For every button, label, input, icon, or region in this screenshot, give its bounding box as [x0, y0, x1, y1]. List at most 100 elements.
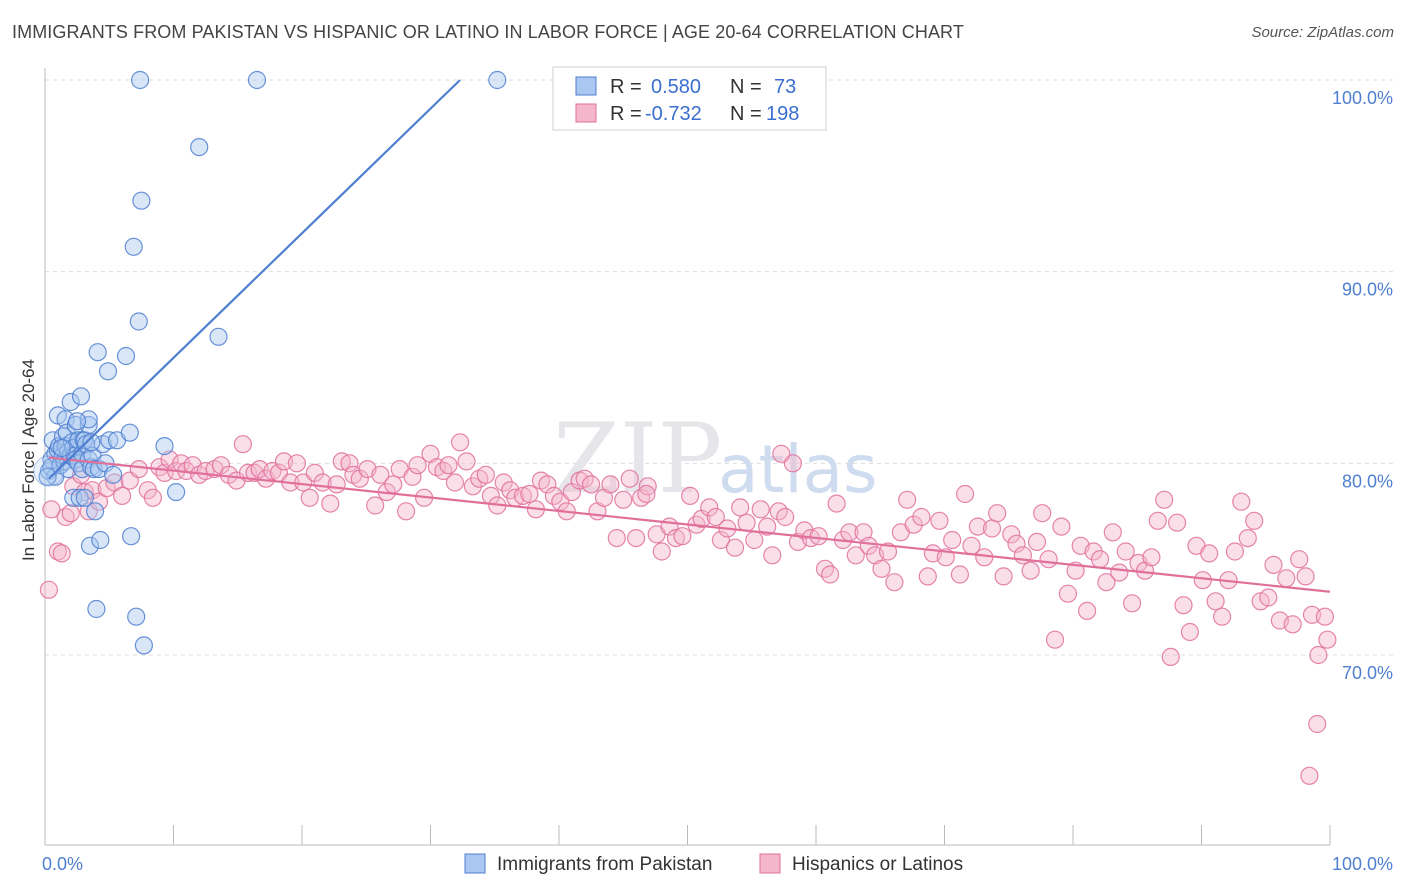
pakistan-point-55 — [120, 423, 139, 442]
hispanic-point-161 — [1058, 584, 1078, 603]
legend-swatch-blue — [575, 76, 597, 96]
hispanic-point-202 — [1318, 630, 1337, 649]
pakistan-point-51 — [100, 431, 119, 450]
hispanic-point-59 — [408, 456, 427, 475]
correlation-legend: R = 0.580 N = 73 R = -0.732 N = 198 — [552, 66, 827, 131]
pakistan-point-50 — [98, 362, 118, 381]
hispanic-point-105 — [700, 498, 719, 517]
hispanic-point-46 — [327, 475, 346, 494]
hispanic-point-112 — [745, 530, 764, 550]
hispanic-point-176 — [1155, 490, 1174, 509]
pakistan-point-71 — [67, 412, 87, 431]
pakistan-point-65 — [190, 138, 209, 157]
hispanic-point-109 — [725, 538, 745, 557]
hispanic-point-132 — [872, 559, 891, 578]
hispanic-point-52 — [366, 496, 385, 515]
pakistan-point-72 — [82, 433, 101, 452]
gridlines — [45, 79, 1395, 656]
hispanic-point-91 — [607, 528, 626, 548]
hispanic-point-200 — [1309, 645, 1328, 665]
legend-label-pakistan: Immigrants from Pakistan — [497, 854, 712, 875]
y-axis-title: In Labor Force | Age 20-64 — [19, 359, 38, 561]
hispanic-point-145 — [955, 484, 975, 504]
hispanic-point-157 — [1033, 504, 1052, 523]
legend-r-value-1: 0.580 — [651, 76, 701, 98]
trendline-hispanic — [48, 456, 1331, 593]
hispanic-point-184 — [1206, 592, 1225, 611]
pakistan-point-67 — [247, 70, 267, 90]
hispanic-point-111 — [737, 513, 756, 532]
hispanic-point-76 — [513, 486, 533, 505]
pakistan-point-14 — [56, 410, 75, 429]
hispanic-point-182 — [1193, 571, 1212, 590]
hispanic-point-48 — [340, 454, 359, 473]
hispanic-point-80 — [538, 475, 557, 494]
hispanic-point-64 — [439, 456, 458, 475]
pakistan-point-36 — [79, 415, 98, 435]
hispanic-point-98 — [652, 542, 671, 561]
pakistan-point-45 — [88, 343, 107, 362]
hispanic-point-117 — [776, 507, 795, 527]
pakistan-point-28 — [70, 488, 89, 507]
hispanic-point-170 — [1116, 542, 1135, 561]
hispanic-point-158 — [1039, 550, 1058, 569]
hispanic-point-17 — [143, 488, 162, 507]
hispanic-point-100 — [666, 528, 686, 548]
x-tick-label-end: 100.0% — [1332, 854, 1393, 874]
legend-n-value-2: 198 — [766, 103, 799, 125]
series-legend: Immigrants from Pakistan Hispanics or La… — [464, 853, 963, 875]
hispanic-point-152 — [1002, 525, 1021, 544]
hispanic-point-124 — [820, 565, 840, 584]
pakistan-point-56 — [122, 527, 141, 546]
pakistan-point-62 — [134, 636, 153, 655]
hispanic-point-42 — [300, 488, 319, 507]
hispanic-point-179 — [1174, 596, 1193, 615]
hispanic-point-133 — [878, 542, 898, 561]
legend-n-label-2: N = — [730, 103, 762, 125]
hispanic-point-139 — [918, 567, 937, 586]
hispanic-point-106 — [706, 507, 725, 527]
legend-swatch-pakistan — [464, 853, 486, 874]
hispanic-point-70 — [476, 465, 495, 484]
hispanic-point-102 — [680, 486, 700, 505]
hispanic-point-205 — [42, 500, 61, 519]
pakistan-point-64 — [167, 483, 186, 502]
chart-title: IMMIGRANTS FROM PAKISTAN VS HISPANIC OR … — [12, 22, 964, 42]
hispanic-point-93 — [620, 469, 639, 488]
pakistan-point-63 — [155, 437, 174, 456]
pakistan-point-60 — [131, 70, 150, 90]
hispanic-point-174 — [1142, 548, 1161, 567]
hispanic-point-148 — [975, 548, 994, 567]
hispanic-point-55 — [384, 475, 403, 494]
series-immigrants-from-pakistan — [33, 70, 507, 655]
hispanic-point-92 — [614, 490, 633, 509]
hispanic-point-155 — [1021, 561, 1040, 580]
pakistan-point-59 — [129, 312, 148, 331]
pakistan-point-57 — [124, 237, 143, 256]
hispanic-point-87 — [581, 475, 601, 494]
hispanic-point-123 — [815, 559, 835, 578]
hispanic-point-207 — [772, 444, 791, 463]
hispanic-point-190 — [1245, 511, 1264, 530]
hispanic-point-10 — [89, 492, 109, 511]
pakistan-point-52 — [103, 465, 123, 484]
legend-r-value-2: -0.732 — [645, 103, 702, 125]
trendlines — [48, 79, 1331, 593]
hispanic-point-185 — [1212, 607, 1232, 626]
hispanic-point-201 — [1315, 607, 1335, 626]
legend-n-label-1: N = — [730, 76, 762, 98]
hispanic-point-115 — [763, 546, 782, 565]
y-tick-label-100: 100.0% — [1332, 88, 1393, 108]
hispanic-point-196 — [1283, 615, 1302, 634]
hispanic-point-110 — [731, 498, 750, 517]
hispanic-point-147 — [968, 517, 988, 536]
pakistan-point-54 — [116, 346, 136, 366]
hispanic-point-40 — [287, 454, 306, 473]
hispanic-point-180 — [1180, 622, 1200, 642]
hispanic-point-94 — [626, 528, 646, 548]
hispanic-point-129 — [854, 523, 873, 542]
pakistan-point-70 — [52, 438, 71, 458]
hispanic-point-15 — [129, 460, 148, 479]
hispanic-point-50 — [350, 469, 369, 488]
y-tick-labels: 70.0% 80.0% 90.0% 100.0% — [1332, 88, 1393, 683]
